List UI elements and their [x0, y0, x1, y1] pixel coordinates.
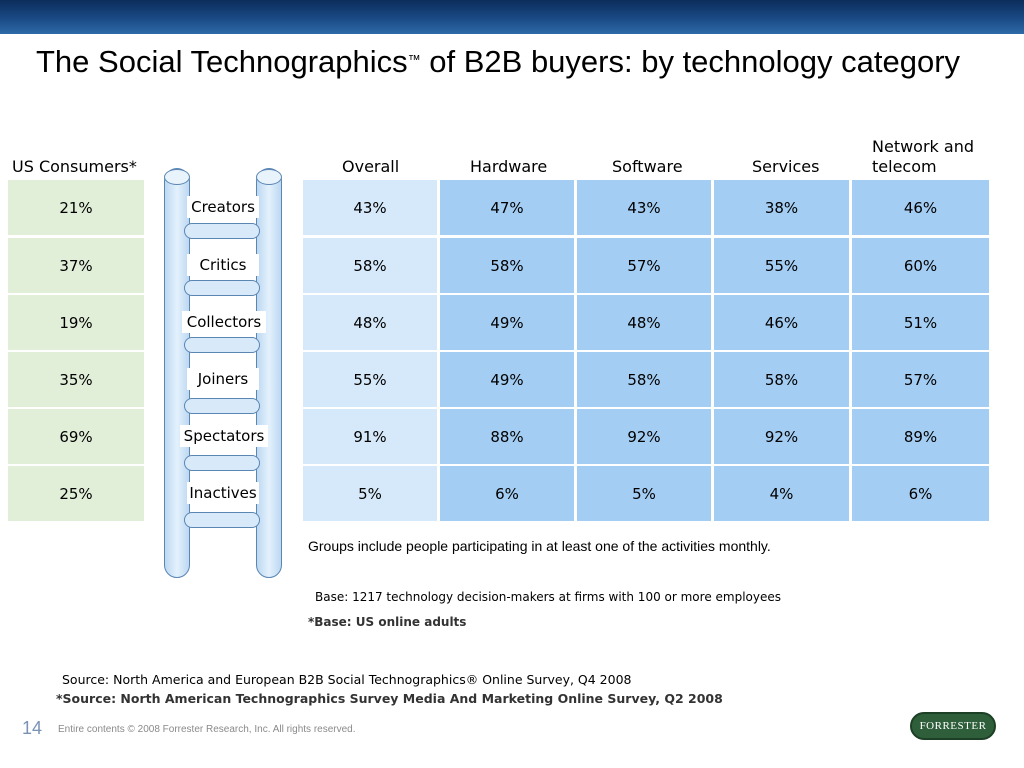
table-cell: 47% — [440, 180, 574, 235]
segment-joiners: Joiners — [187, 368, 259, 390]
table-cell: 48% — [303, 295, 437, 350]
column-header-overall: Overall — [342, 157, 400, 176]
table-cell: 43% — [303, 180, 437, 235]
network-header-line2: telecom — [872, 157, 937, 176]
source-star-note: *Source: North American Technographics S… — [56, 691, 723, 706]
table-cell: 5% — [577, 466, 711, 521]
copyright-text: Entire contents © 2008 Forrester Researc… — [58, 724, 356, 735]
ladder-rung — [184, 337, 260, 353]
ladder-rung — [184, 223, 260, 239]
table-cell: 38% — [714, 180, 849, 235]
table-cell: 46% — [714, 295, 849, 350]
table-cell: 48% — [577, 295, 711, 350]
ladder-rung — [184, 455, 260, 471]
page-number: 14 — [22, 718, 43, 738]
table-cell: 49% — [440, 352, 574, 407]
consumers-header: US Consumers* — [12, 157, 137, 176]
table-cell: 51% — [852, 295, 989, 350]
title-text: The Social Technographics — [36, 44, 408, 79]
table-cell: 58% — [303, 238, 437, 293]
table-cell: 60% — [852, 238, 989, 293]
segment-inactives: Inactives — [187, 482, 259, 504]
forrester-logo: FORRESTER — [910, 712, 996, 740]
consumer-cell-collectors: 19% — [8, 295, 144, 350]
ladder-rung — [184, 398, 260, 414]
table-cell: 57% — [577, 238, 711, 293]
table-cell: 46% — [852, 180, 989, 235]
ladder-rung — [184, 512, 260, 528]
consumer-cell-spectators: 69% — [8, 409, 144, 464]
column-header-hardware: Hardware — [470, 157, 548, 176]
table-cell: 92% — [714, 409, 849, 464]
logo-text: FORRESTER — [919, 720, 987, 732]
table-cell: 58% — [440, 238, 574, 293]
table-cell: 92% — [577, 409, 711, 464]
ladder-rail-top — [164, 169, 190, 185]
table-cell: 4% — [714, 466, 849, 521]
table-cell: 58% — [714, 352, 849, 407]
table-cell: 55% — [714, 238, 849, 293]
consumer-cell-critics: 37% — [8, 238, 144, 293]
table-cell: 43% — [577, 180, 711, 235]
column-header-network: Network and telecom — [872, 137, 974, 177]
ladder-right-rail — [256, 168, 282, 578]
consumer-cell-inactives: 25% — [8, 466, 144, 521]
table-cell: 6% — [440, 466, 574, 521]
slide-title: The Social Technographics™ of B2B buyers… — [36, 44, 996, 80]
ladder-rail-top — [256, 169, 282, 185]
source-note: Source: North America and European B2B S… — [62, 672, 632, 687]
table-cell: 88% — [440, 409, 574, 464]
table-cell: 49% — [440, 295, 574, 350]
segment-collectors: Collectors — [182, 311, 266, 333]
base-note: Base: 1217 technology decision-makers at… — [315, 590, 781, 604]
column-header-services: Services — [752, 157, 820, 176]
table-cell: 58% — [577, 352, 711, 407]
table-cell: 5% — [303, 466, 437, 521]
table-cell: 55% — [303, 352, 437, 407]
table-cell: 89% — [852, 409, 989, 464]
groups-note: Groups include people participating in a… — [308, 538, 771, 554]
table-cell: 6% — [852, 466, 989, 521]
trademark-mark: ™ — [407, 52, 421, 67]
table-cell: 91% — [303, 409, 437, 464]
segment-critics: Critics — [187, 254, 259, 276]
segment-creators: Creators — [187, 196, 259, 218]
top-banner — [0, 0, 1024, 34]
table-cell: 57% — [852, 352, 989, 407]
column-header-software: Software — [612, 157, 683, 176]
title-text-rest: of B2B buyers: by technology category — [420, 44, 961, 79]
consumer-cell-creators: 21% — [8, 180, 144, 235]
base-star-note: *Base: US online adults — [308, 615, 467, 629]
ladder-rung — [184, 280, 260, 296]
network-header-line1: Network and — [872, 137, 974, 156]
consumer-cell-joiners: 35% — [8, 352, 144, 407]
segment-spectators: Spectators — [180, 425, 268, 447]
